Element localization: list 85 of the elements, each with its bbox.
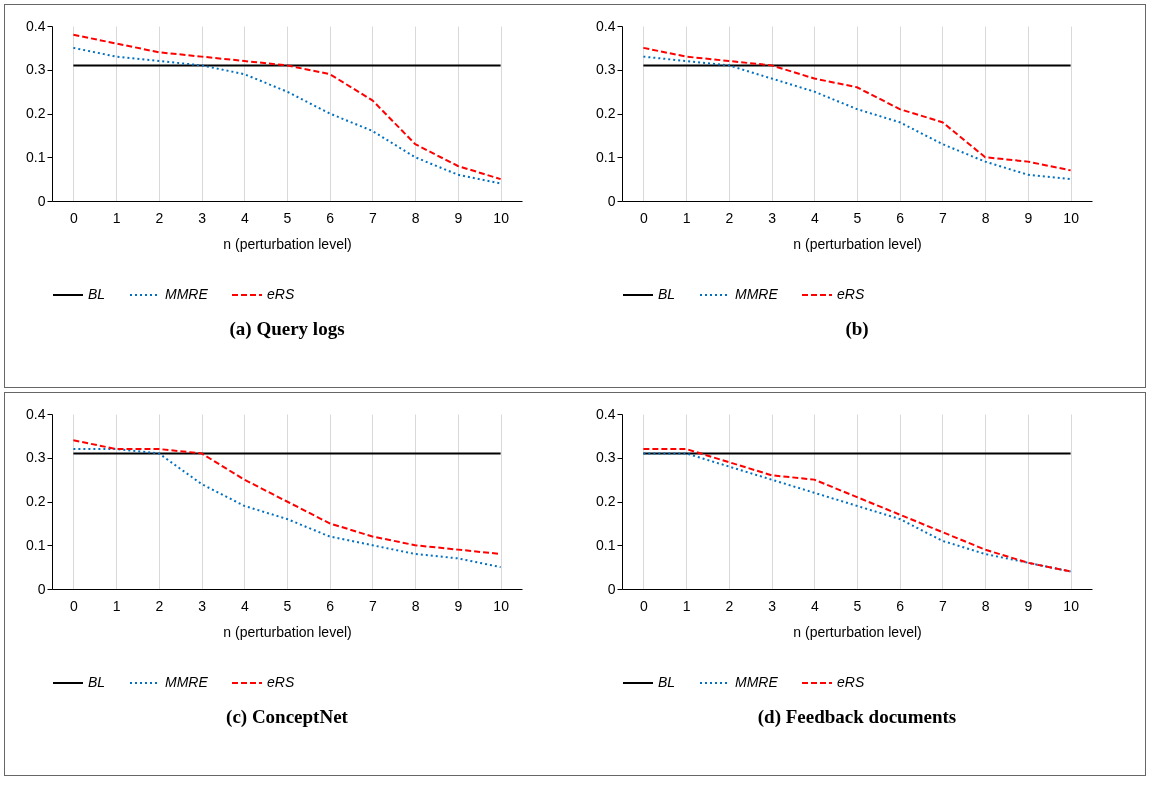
x-tick-label: 3 [198,597,207,614]
legend-label: eRS [837,286,865,302]
y-tick-label: 0 [607,192,616,209]
x-tick-label: 8 [411,597,420,614]
x-tick-label: 0 [69,209,78,226]
x-tick-label: 5 [853,209,862,226]
y-tick-label: 0.1 [596,536,616,553]
y-tick-label: 0.3 [596,61,616,78]
x-tick-label: 6 [326,597,335,614]
y-tick-label: 0.2 [596,105,616,121]
x-axis-title: n (perturbation level) [223,623,352,640]
x-tick-label: 2 [155,209,164,226]
x-axis-title: n (perturbation level) [793,235,922,252]
x-tick-label: 3 [768,209,777,226]
y-tick-label: 0 [607,580,616,597]
x-tick-label: 1 [682,597,691,614]
legend-label: eRS [267,674,295,690]
legend-label: eRS [267,286,295,302]
x-tick-label: 1 [682,209,691,226]
x-tick-label: 10 [1063,209,1080,226]
y-tick-label: 0.4 [596,17,616,34]
legend-label: BL [88,674,106,690]
y-tick-label: 0.1 [26,148,46,165]
x-tick-label: 10 [1063,597,1080,614]
y-tick-label: 0.1 [596,148,616,165]
x-tick-label: 5 [853,597,862,614]
x-tick-label: 8 [981,597,990,614]
x-tick-label: 1 [112,209,121,226]
x-tick-label: 6 [326,209,335,226]
x-tick-label: 9 [454,597,463,614]
x-tick-label: 7 [369,209,378,226]
legend-label: MMRE [735,286,779,302]
y-tick-label: 0 [37,192,46,209]
x-tick-label: 3 [768,597,777,614]
y-tick-label: 0 [37,580,46,597]
x-tick-label: 6 [896,209,905,226]
x-tick-label: 9 [454,209,463,226]
x-tick-label: 2 [155,597,164,614]
x-tick-label: 5 [283,597,292,614]
legend-label: MMRE [735,674,779,690]
legend-label: MMRE [165,674,209,690]
y-tick-label: 0.3 [26,449,46,466]
x-tick-label: 4 [810,209,819,226]
line-series [72,448,502,569]
x-tick-label: 0 [69,597,78,614]
x-tick-label: 6 [896,597,905,614]
legend-label: BL [88,286,106,302]
y-tick-label: 0.2 [26,105,46,121]
y-tick-label: 0.1 [26,536,46,553]
x-tick-label: 2 [725,597,734,614]
y-tick-label: 0.4 [26,405,46,422]
x-tick-label: 7 [939,597,948,614]
x-tick-label: 5 [283,209,292,226]
x-tick-label: 0 [639,209,648,226]
x-tick-label: 10 [493,597,510,614]
text: (a) Query logs [229,318,345,340]
y-tick-label: 0.3 [596,449,616,466]
x-axis-title: n (perturbation level) [223,235,352,252]
x-tick-label: 2 [725,209,734,226]
y-tick-label: 0.4 [596,405,616,422]
legend-label: MMRE [165,286,209,302]
x-tick-label: 8 [411,209,420,226]
x-tick-label: 1 [112,597,121,614]
legend-label: eRS [837,674,865,690]
x-tick-label: 3 [198,209,207,226]
x-tick-label: 7 [369,597,378,614]
x-tick-label: 10 [493,209,510,226]
text: (d) Feedback documents [757,706,957,728]
x-tick-label: 9 [1024,597,1033,614]
legend-label: BL [658,674,676,690]
legend-label: BL [658,286,676,302]
text: (c) ConceptNet [226,706,349,728]
x-tick-label: 8 [981,209,990,226]
x-tick-label: 9 [1024,209,1033,226]
x-tick-label: 7 [939,209,948,226]
y-tick-label: 0.3 [26,61,46,78]
y-tick-label: 0.2 [26,493,46,509]
x-tick-label: 4 [240,597,249,614]
text: (b) [845,318,869,340]
x-tick-label: 4 [810,597,819,614]
y-tick-label: 0.4 [26,17,46,34]
y-tick-label: 0.2 [596,493,616,509]
x-tick-label: 0 [639,597,648,614]
x-axis-title: n (perturbation level) [793,623,922,640]
x-tick-label: 4 [240,209,249,226]
